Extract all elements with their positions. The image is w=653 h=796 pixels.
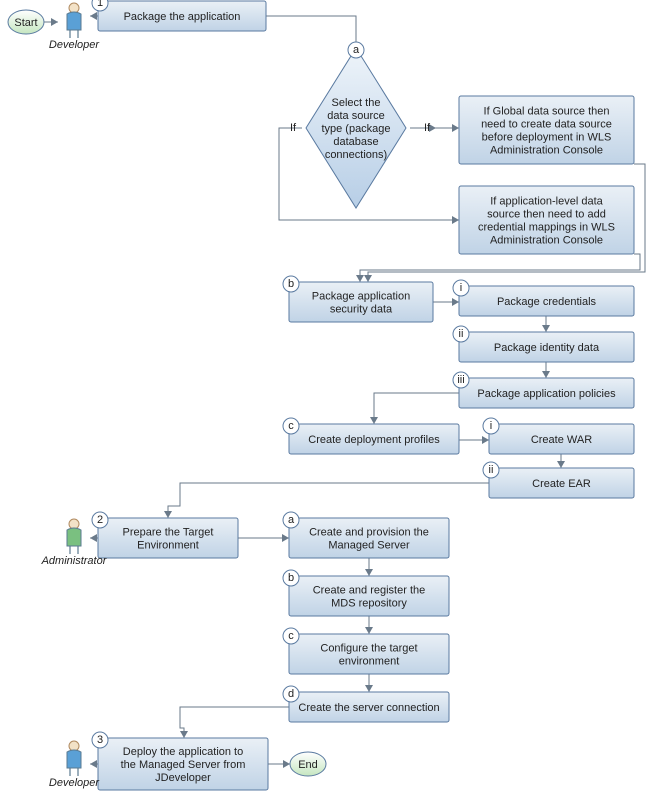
step-label: Administration Console — [490, 145, 603, 157]
step-label: Create deployment profiles — [308, 434, 440, 446]
step-label: credential mappings in WLS — [478, 222, 615, 234]
flow-edge — [266, 16, 356, 52]
badge-label: d — [288, 688, 294, 700]
branch-label: If — [424, 122, 431, 134]
step-label: Prepare the Target — [123, 527, 214, 539]
step-label: the Managed Server from — [121, 759, 246, 771]
step-label: Create the server connection — [298, 702, 439, 714]
badge-label: a — [353, 44, 360, 56]
start-label: Start — [14, 17, 37, 29]
step-label: Package identity data — [494, 342, 600, 354]
step-label: Package application policies — [477, 388, 616, 400]
actor-role-label: Developer — [49, 39, 100, 51]
step-label: need to create data source — [481, 119, 612, 131]
decision-label: database — [333, 136, 378, 148]
step-label: Managed Server — [328, 540, 410, 552]
step-label: Create and provision the — [309, 527, 429, 539]
flow-edge — [180, 707, 289, 738]
decision-label: data source — [327, 110, 384, 122]
step-label: source then need to add — [487, 209, 606, 221]
step-label: security data — [330, 304, 393, 316]
badge-label: iii — [457, 374, 464, 386]
badge-label: 2 — [97, 514, 103, 526]
step-label: JDeveloper — [155, 772, 211, 784]
step-label: Create and register the — [313, 585, 426, 597]
badge-label: c — [288, 420, 294, 432]
badge-label: 1 — [97, 0, 103, 9]
step-label: Create EAR — [532, 478, 591, 490]
decision-label: type (package — [321, 123, 390, 135]
badge-label: c — [288, 630, 294, 642]
step-label: If Global data source then — [484, 106, 610, 118]
end-label: End — [298, 759, 318, 771]
actor-administrator — [67, 519, 81, 554]
step-label: environment — [339, 656, 400, 668]
decision-label: Select the — [332, 97, 381, 109]
step-label: Package application — [312, 291, 410, 303]
actor-role-label: Developer — [49, 777, 100, 789]
badge-label: 3 — [97, 734, 103, 746]
flow-edge — [360, 254, 640, 282]
badge-label: i — [460, 282, 462, 294]
step-label: Environment — [137, 540, 199, 552]
actor-role-label: Administrator — [41, 555, 108, 567]
step-label: Administration Console — [490, 235, 603, 247]
badge-label: b — [288, 572, 294, 584]
actor-developer — [67, 741, 81, 776]
badge-label: b — [288, 278, 294, 290]
step-label: If application-level data — [490, 196, 603, 208]
flow-edge — [374, 393, 459, 424]
step-label: before deployment in WLS — [482, 132, 612, 144]
badge-label: a — [288, 514, 295, 526]
step-label: Configure the target — [320, 643, 417, 655]
actor-developer — [67, 3, 81, 38]
step-label: MDS repository — [331, 598, 407, 610]
branch-label: If — [290, 122, 297, 134]
step-label: Deploy the application to — [123, 746, 243, 758]
badge-label: ii — [489, 464, 494, 476]
step-label: Package the application — [124, 11, 241, 23]
flow-edge — [168, 483, 489, 518]
badge-label: ii — [459, 328, 464, 340]
badge-label: i — [490, 420, 492, 432]
decision-label: connections) — [325, 149, 387, 161]
step-label: Package credentials — [497, 296, 597, 308]
step-label: Create WAR — [531, 434, 592, 446]
